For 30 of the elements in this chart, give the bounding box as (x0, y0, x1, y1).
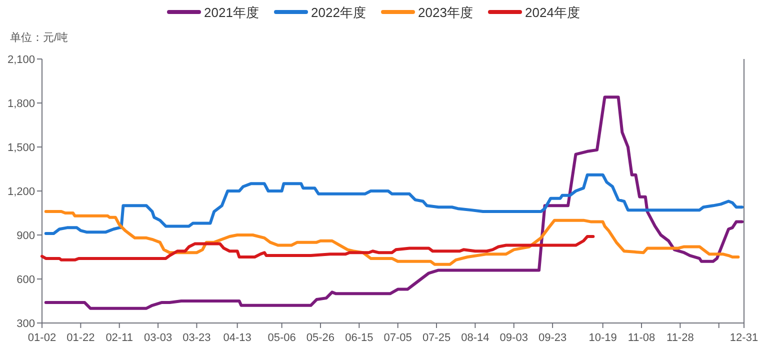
x-tick-label: 05-26 (306, 332, 335, 344)
x-tick-label: 06-15 (345, 332, 374, 344)
y-tick-label: 300 (16, 318, 35, 330)
y-tick-label: 2,100 (7, 54, 35, 66)
legend-label: 2024年度 (525, 5, 580, 20)
x-tick-label: 07-05 (384, 332, 412, 344)
legend-label: 2023年度 (418, 5, 473, 20)
y-tick-label: 1,500 (7, 142, 35, 154)
legend-label: 2021年度 (204, 5, 259, 20)
x-tick-label: 12-31 (730, 332, 758, 344)
x-tick-label: 03-23 (182, 332, 211, 344)
x-tick-label: 01-22 (66, 332, 95, 344)
legend-label: 2022年度 (311, 5, 366, 20)
x-tick-label: 09-23 (538, 332, 567, 344)
x-tick-label: 01-02 (28, 332, 56, 344)
y-tick-label: 1,800 (7, 98, 35, 110)
x-tick-label: 09-03 (500, 332, 528, 344)
x-tick-label: 07-25 (422, 332, 451, 344)
x-tick-label: 02-11 (106, 332, 134, 344)
x-tick-label: 08-14 (461, 332, 490, 344)
x-tick-label: 11-08 (628, 332, 656, 344)
y-tick-label: 600 (16, 274, 35, 286)
y-tick-label: 900 (16, 230, 35, 242)
x-tick-label: 04-13 (223, 332, 252, 344)
y-tick-label: 1,200 (7, 186, 35, 198)
x-tick-label: 11-28 (666, 332, 694, 344)
x-tick-label: 05-06 (268, 332, 296, 344)
x-tick-label: 10-19 (588, 332, 617, 344)
text: 单位：元/吨 (10, 31, 68, 44)
x-tick-label: 03-03 (144, 332, 172, 344)
